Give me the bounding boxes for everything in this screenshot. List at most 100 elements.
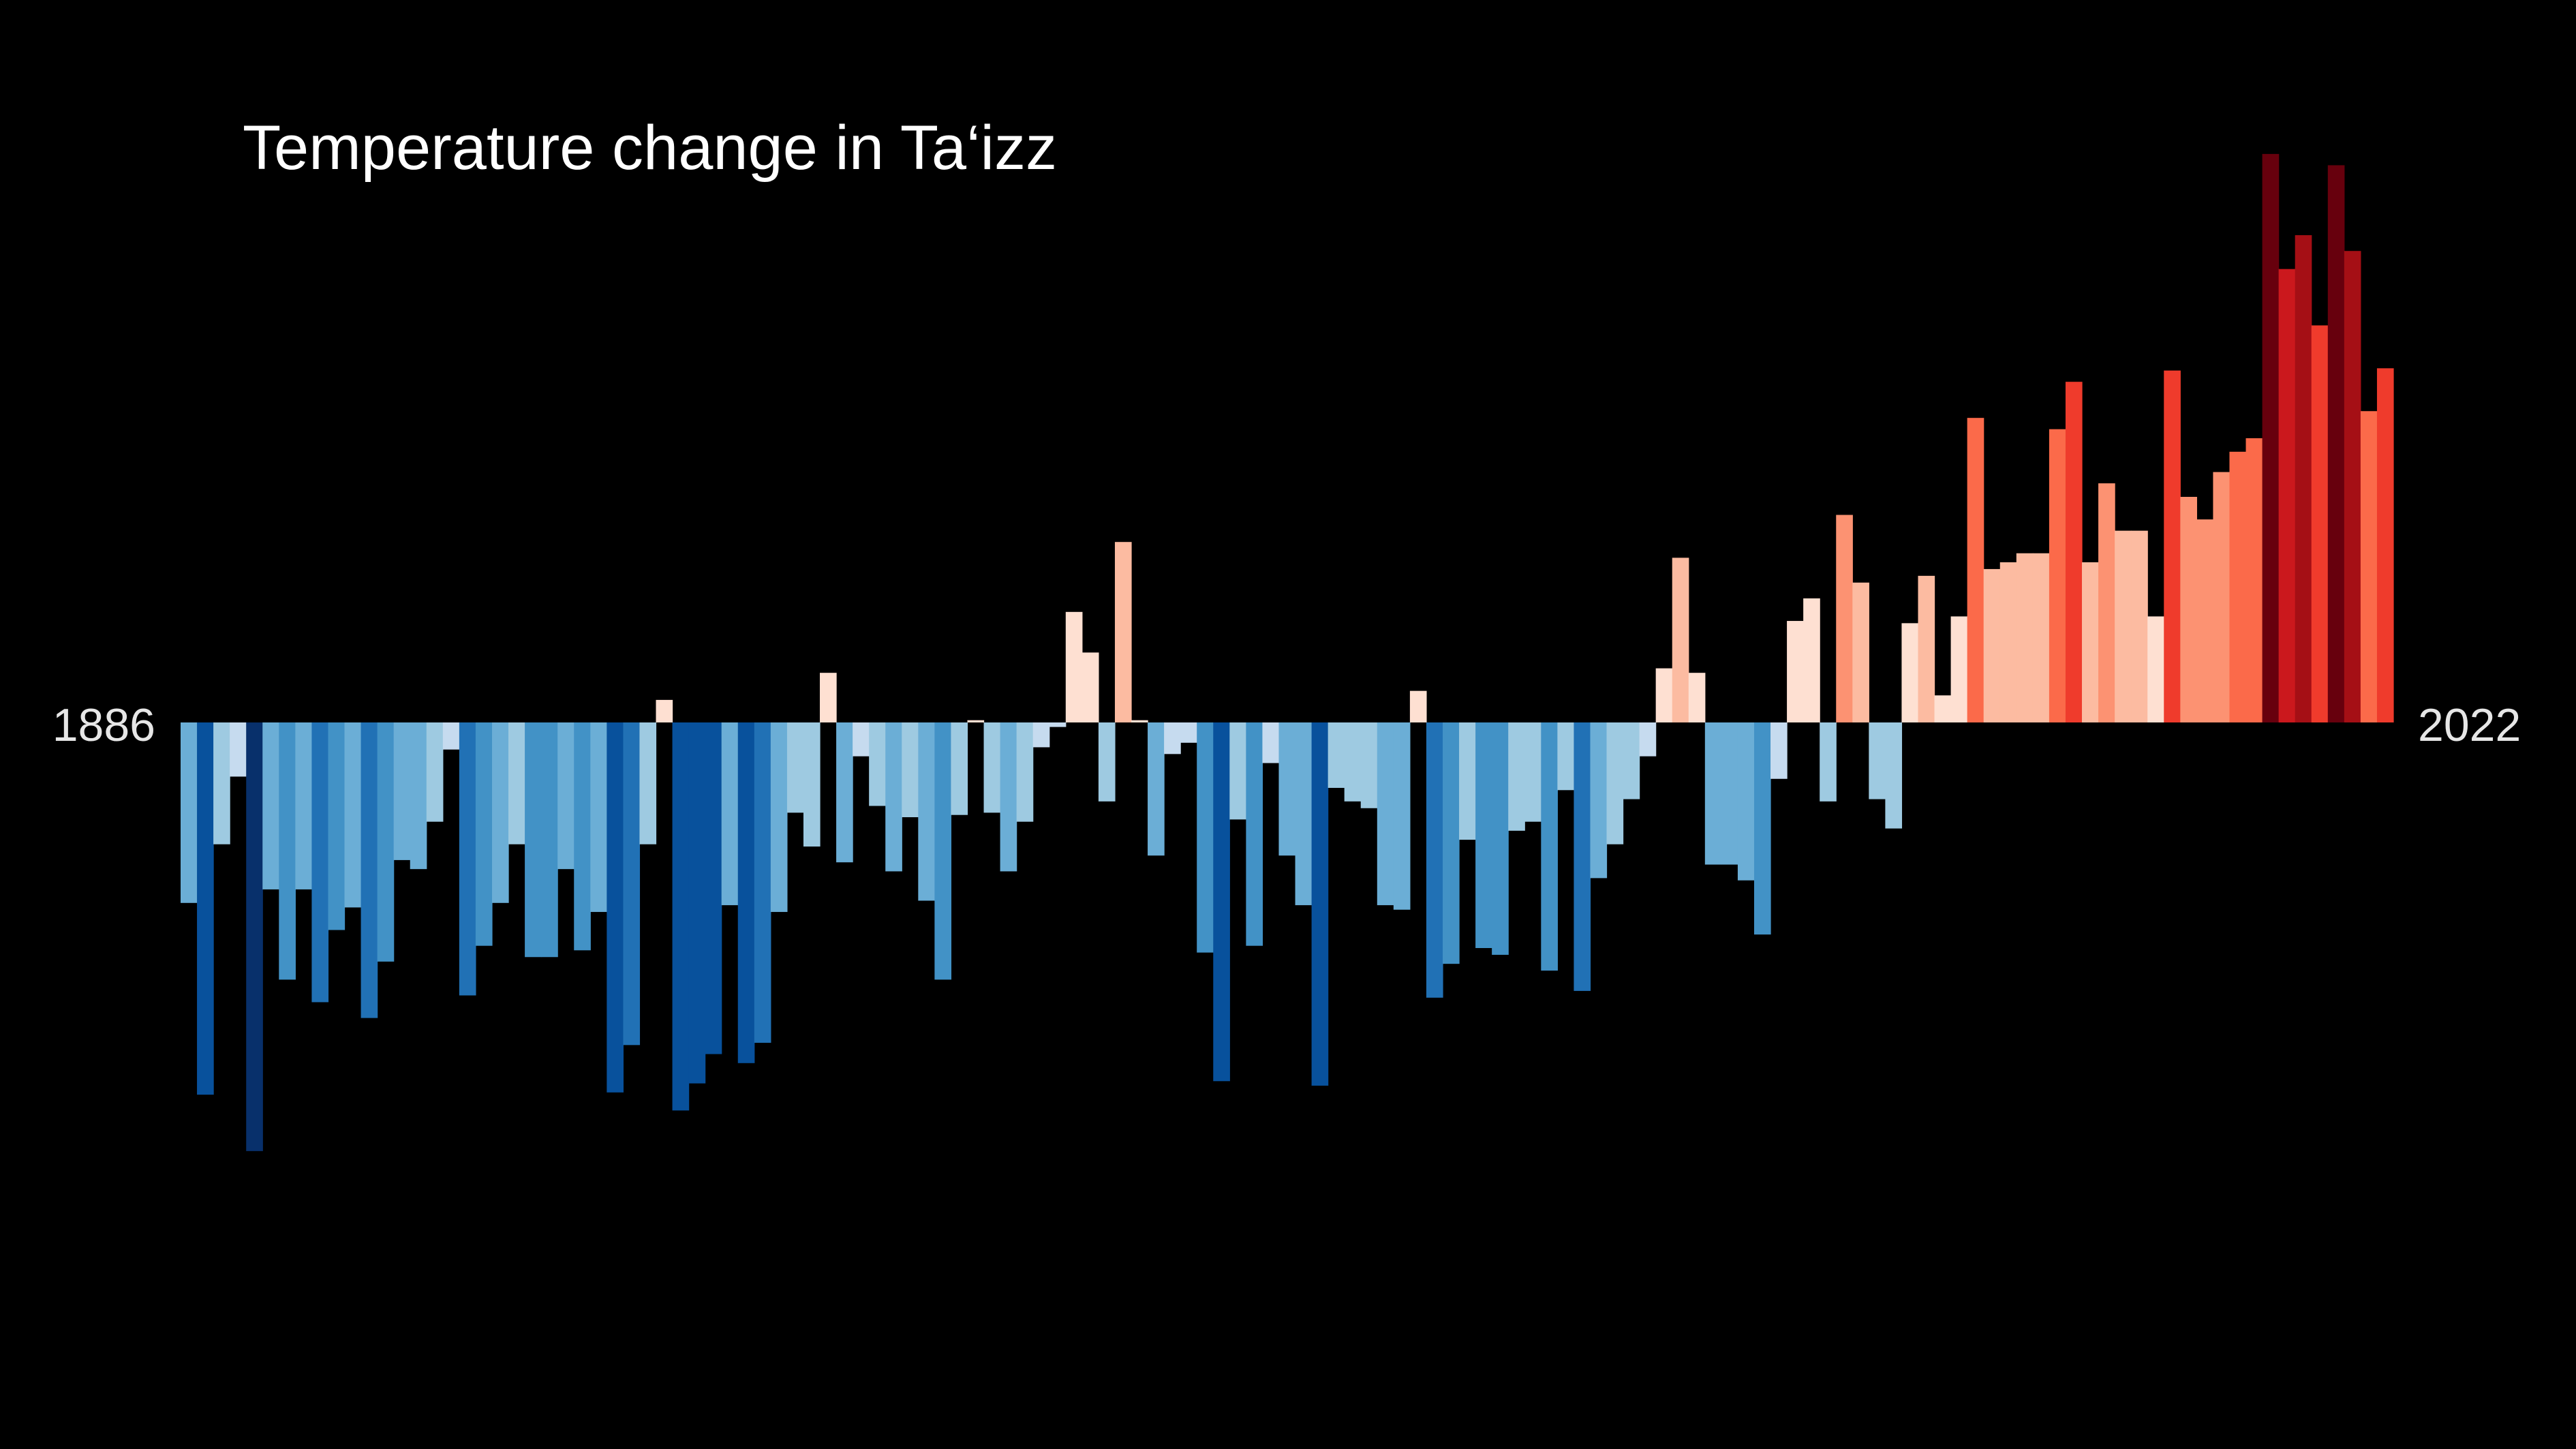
temperature-bar-1888: [213, 722, 230, 844]
temperature-bar-1892: [279, 722, 296, 980]
temperature-bar-2006: [2147, 616, 2164, 722]
temperature-bar-1916: [672, 722, 690, 1111]
temperature-bar-1981: [1737, 722, 1755, 881]
temperature-bar-1934: [967, 720, 985, 722]
temperature-bar-1932: [934, 722, 952, 980]
temperature-bar-2009: [2196, 519, 2214, 722]
temperature-bar-1939: [1049, 722, 1067, 727]
temperature-bar-1917: [688, 722, 706, 1084]
temperature-bar-1960: [1393, 722, 1411, 910]
temperature-bar-1925: [820, 673, 837, 722]
temperature-bar-1894: [311, 722, 329, 1003]
temperature-bar-1980: [1721, 722, 1738, 865]
temperature-bar-2000: [2049, 429, 2066, 722]
temperature-bar-1910: [574, 722, 591, 951]
temperature-bar-1987: [1836, 515, 1853, 722]
temperature-bar-1928: [869, 722, 886, 806]
temperature-bar-1948: [1197, 722, 1214, 953]
temperature-bar-1921: [754, 722, 771, 1043]
temperature-bar-1890: [246, 722, 263, 1151]
temperature-bar-1889: [230, 722, 247, 777]
temperature-bar-1919: [721, 722, 739, 906]
temperature-bar-1891: [262, 722, 279, 889]
temperature-bar-1912: [607, 722, 624, 1093]
temperature-bar-1985: [1803, 598, 1820, 722]
bar-series: [181, 153, 2394, 1151]
temperature-bar-1908: [541, 722, 558, 958]
temperature-bar-1963: [1442, 722, 1460, 964]
temperature-bar-1897: [361, 722, 378, 1018]
temperature-bar-1930: [902, 722, 919, 818]
temperature-bar-1999: [2032, 553, 2050, 722]
temperature-bar-1975: [1639, 722, 1657, 757]
temperature-bar-1982: [1753, 722, 1771, 935]
temperature-bar-1972: [1590, 722, 1608, 879]
temperature-bar-1929: [885, 722, 902, 872]
temperature-bar-1920: [737, 722, 755, 1063]
temperature-bar-1893: [295, 722, 313, 889]
temperature-bar-1974: [1623, 722, 1640, 799]
temperature-bar-1968: [1524, 722, 1542, 822]
temperature-bar-1941: [1082, 652, 1099, 722]
temperature-bar-1967: [1508, 722, 1525, 831]
temperature-bar-1957: [1344, 722, 1362, 802]
temperature-bar-1940: [1065, 611, 1083, 722]
temperature-bar-1913: [623, 722, 641, 1046]
end-year-label: 2022: [2418, 699, 2521, 751]
temperature-bar-1907: [525, 722, 542, 958]
temperature-bar-1942: [1098, 722, 1116, 802]
temperature-bar-1933: [951, 722, 968, 815]
temperature-bar-1922: [770, 722, 788, 913]
temperature-bar-1993: [1934, 695, 1952, 722]
temperature-bar-1898: [377, 722, 395, 962]
start-year-label: 1886: [52, 699, 155, 751]
temperature-bar-1900: [410, 722, 427, 870]
temperature-bar-1927: [853, 722, 870, 757]
temperature-bar-2016: [2311, 325, 2329, 722]
temperature-bar-2011: [2229, 451, 2247, 722]
temperature-bar-1949: [1213, 722, 1230, 1082]
temperature-bar-1961: [1409, 690, 1427, 722]
temperature-bar-1926: [836, 722, 853, 863]
chart-title: Temperature change in Ta‘izz: [243, 113, 1057, 183]
temperature-bar-1938: [1032, 722, 1050, 748]
temperature-bar-1906: [508, 722, 525, 844]
temperature-bar-2020: [2376, 368, 2394, 722]
temperature-bar-2001: [2065, 382, 2083, 722]
temperature-bar-1996: [1983, 568, 2001, 722]
temperature-bar-1951: [1246, 722, 1263, 946]
temperature-bar-1947: [1180, 722, 1197, 743]
temperature-bar-1958: [1360, 722, 1378, 808]
temperature-bar-1954: [1295, 722, 1313, 906]
temperature-bar-1899: [393, 722, 411, 860]
temperature-bar-2018: [2344, 251, 2361, 723]
temperature-bar-1978: [1688, 673, 1706, 722]
temperature-bar-2008: [2180, 497, 2197, 722]
temperature-bar-2013: [2262, 153, 2280, 722]
temperature-bar-1971: [1574, 722, 1591, 991]
temperature-bar-1959: [1377, 722, 1394, 906]
temperature-bar-1944: [1131, 720, 1148, 722]
temperature-bar-1955: [1311, 722, 1329, 1086]
temperature-bar-1915: [656, 699, 673, 722]
temperature-bar-1962: [1426, 722, 1443, 998]
temperature-bar-1969: [1541, 722, 1558, 971]
temperature-bar-1931: [918, 722, 935, 901]
temperature-bar-1937: [1016, 722, 1034, 822]
temperature-bar-1983: [1770, 722, 1788, 779]
temperature-bar-2014: [2278, 269, 2296, 722]
temperature-bar-1886: [181, 722, 198, 903]
temperature-bar-1903: [459, 722, 476, 996]
temperature-bar-1896: [344, 722, 362, 908]
temperature-bar-2019: [2360, 411, 2378, 722]
temperature-bar-1946: [1164, 722, 1181, 754]
temperature-bar-1989: [1869, 722, 1886, 799]
temperature-bar-1977: [1672, 558, 1689, 722]
temperature-bar-1970: [1557, 722, 1575, 791]
temperature-bar-1950: [1229, 722, 1246, 820]
temperature-bar-2015: [2295, 235, 2312, 722]
temperature-bar-1994: [1950, 616, 1968, 722]
temperature-bar-1918: [705, 722, 722, 1054]
temperature-bar-1979: [1704, 722, 1722, 865]
